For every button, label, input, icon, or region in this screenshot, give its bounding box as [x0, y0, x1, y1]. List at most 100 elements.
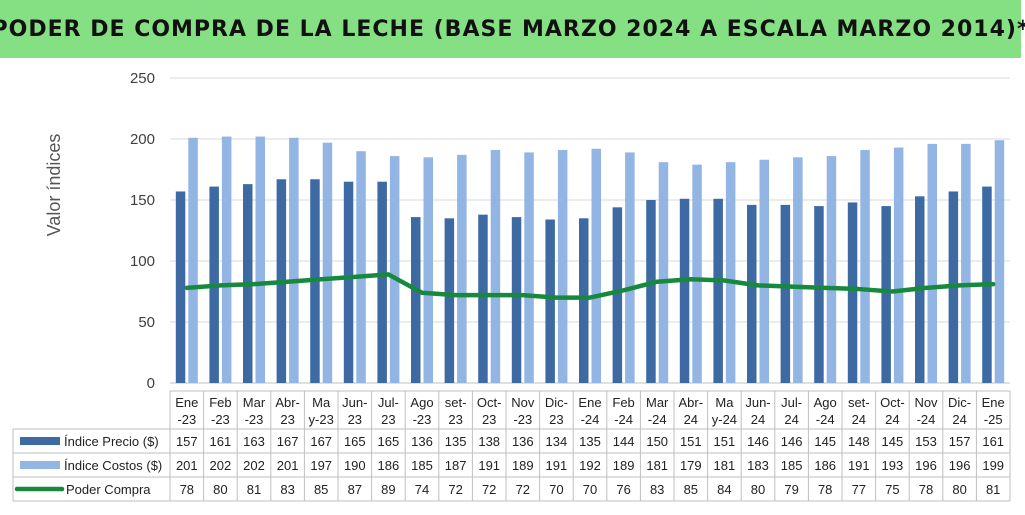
x-tick-label: Abr- [679, 395, 704, 410]
bar [524, 152, 534, 383]
data-label: 80 [751, 482, 765, 497]
data-label: 189 [613, 458, 635, 473]
data-label: 76 [616, 482, 630, 497]
bar [826, 156, 837, 383]
data-label: 83 [280, 482, 294, 497]
x-tick-label: Oct- [880, 395, 905, 410]
x-tick-label: Ago [410, 395, 433, 410]
bars [175, 136, 1005, 383]
x-tick-label: -24 [648, 412, 667, 427]
data-label: 201 [176, 458, 198, 473]
data-label: 146 [781, 434, 803, 449]
x-tick-label: Mar [243, 395, 266, 410]
x-tick-label: 23 [482, 412, 496, 427]
data-label: 165 [344, 434, 366, 449]
data-label: 187 [445, 458, 467, 473]
bar [793, 157, 803, 383]
bar [457, 154, 467, 383]
data-label: 145 [814, 434, 836, 449]
x-tick-label: Dic- [948, 395, 971, 410]
line-series-path [184, 272, 996, 300]
bar [255, 136, 265, 383]
x-tick-label: -23 [413, 412, 432, 427]
bar [847, 202, 858, 383]
x-tick-label: -23 [513, 412, 532, 427]
x-tick-label: Oct- [477, 395, 502, 410]
bar [356, 151, 366, 383]
x-tick-label: Feb [209, 395, 231, 410]
data-label: 148 [848, 434, 870, 449]
data-label: 79 [784, 482, 798, 497]
data-label: 157 [176, 434, 198, 449]
x-tick-label: 23 [348, 412, 362, 427]
data-label: 136 [411, 434, 433, 449]
data-label: 191 [478, 458, 500, 473]
bar [545, 219, 555, 383]
data-label: 197 [310, 458, 332, 473]
y-tick-label: 150 [130, 192, 155, 209]
data-label: 135 [579, 434, 601, 449]
x-tick-label: Ago [814, 395, 837, 410]
data-label: 186 [814, 458, 836, 473]
x-tick-label: -24 [581, 412, 600, 427]
data-label: 134 [546, 434, 568, 449]
x-tick-label: 24 [852, 412, 866, 427]
y-tick-label: 0 [147, 375, 155, 392]
x-tick-label: -24 [917, 412, 936, 427]
bar [713, 198, 723, 383]
x-tick-label: Jun- [342, 395, 367, 410]
x-tick-label: 23 [549, 412, 563, 427]
data-label: 185 [781, 458, 803, 473]
bar [759, 159, 769, 383]
bar [591, 148, 601, 383]
bar [625, 152, 635, 383]
x-tick-label: Dic- [545, 395, 568, 410]
data-label: 181 [646, 458, 668, 473]
data-label: 85 [684, 482, 698, 497]
bar [747, 204, 757, 383]
legend-label: Índice Costos ($) [64, 458, 162, 473]
data-label: 72 [516, 482, 530, 497]
data-label: 202 [210, 458, 232, 473]
data-label: 191 [848, 458, 870, 473]
bar [658, 162, 669, 383]
x-tick-label: 23 [280, 412, 294, 427]
data-label: 146 [747, 434, 769, 449]
bar [961, 143, 971, 383]
data-label: 183 [747, 458, 769, 473]
bar [221, 136, 232, 383]
x-tick-label: Jul- [781, 395, 802, 410]
bar [994, 140, 1005, 383]
data-label: 144 [613, 434, 635, 449]
bar [780, 204, 791, 383]
data-label: 181 [714, 458, 736, 473]
data-table: Ene -23 Feb -23 Mar -23 Abr- 23 Ma y-23 Jun- 23 Jul-… [12, 390, 1011, 502]
bar [511, 217, 522, 383]
data-label: 138 [478, 434, 500, 449]
bar [679, 198, 690, 383]
data-label: 165 [378, 434, 400, 449]
x-tick-label: Ene [982, 395, 1005, 410]
x-tick-label: Jun- [745, 395, 770, 410]
x-tick-label: Feb [612, 395, 634, 410]
x-tick-label: -23 [177, 412, 196, 427]
x-tick-label: -24 [614, 412, 633, 427]
x-tick-label: Ene [578, 395, 601, 410]
data-label: 161 [982, 434, 1004, 449]
bar [646, 200, 656, 383]
x-tick-label: 23 [448, 412, 462, 427]
x-tick-label: 24 [885, 412, 899, 427]
data-label: 136 [512, 434, 534, 449]
data-label: 81 [986, 482, 1000, 497]
bar [289, 137, 299, 383]
x-tick-label: Jul- [378, 395, 399, 410]
y-axis-ticks: 0 50 100 150 200 250 [130, 70, 155, 392]
data-label: 77 [852, 482, 866, 497]
data-label: 78 [180, 482, 194, 497]
data-label: 80 [952, 482, 966, 497]
bar [893, 147, 904, 383]
y-tick-label: 250 [130, 70, 155, 87]
data-label: 157 [949, 434, 971, 449]
legend-label: Poder Compra [66, 482, 151, 497]
bar [322, 142, 333, 383]
